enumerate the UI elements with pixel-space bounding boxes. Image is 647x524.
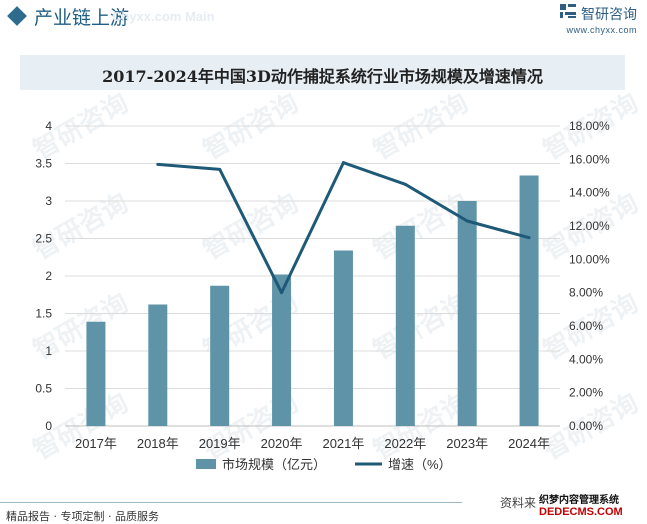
footer-tagline: 精品报告 · 专项定制 · 品质服务 — [6, 510, 159, 523]
background-watermark: 智研咨询 — [368, 287, 473, 365]
brand-name: 智研咨询 — [581, 6, 637, 23]
section-title: 产业链上游 — [34, 7, 130, 29]
bar — [272, 274, 292, 426]
bar — [210, 285, 230, 426]
y-left-tick-label: 3.5 — [35, 157, 52, 171]
growth-point — [218, 167, 222, 171]
corner-watermark — [537, 488, 647, 524]
y-right-tick-label: 18.00% — [569, 119, 610, 133]
growth-point — [280, 291, 284, 295]
x-tick-label: 2020年 — [261, 436, 303, 451]
bar — [519, 175, 539, 426]
corner-watermark-line2: DEDECMS.COM — [539, 506, 623, 518]
y-right-tick-label: 8.00% — [569, 286, 603, 300]
brand-logo-icon — [559, 3, 577, 24]
y-right-tick-label: 2.00% — [569, 386, 603, 400]
bar — [457, 201, 477, 426]
header-bar: 产业链上游 Chyxx.com Main 智研咨询 www.chyxx.com — [0, 0, 647, 36]
chart-title-band: 2017-2024年中国3D动作捕捉系统行业市场规模及增速情况 — [20, 55, 625, 90]
bar — [148, 304, 168, 426]
x-tick-label: 2018年 — [137, 436, 179, 451]
footer-source: 资料来 — [500, 496, 537, 510]
header-watermark: Chyxx.com Main — [112, 9, 215, 24]
growth-point — [465, 219, 469, 223]
x-tick-label: 2023年 — [446, 436, 488, 451]
y-right-tick-label: 12.00% — [569, 219, 610, 233]
y-right-tick-label: 4.00% — [569, 352, 603, 366]
background-watermark: 智研咨询 — [28, 287, 133, 365]
x-tick-label: 2024年 — [508, 436, 550, 451]
y-right-tick-label: 14.00% — [569, 186, 610, 200]
y-left-tick-label: 3 — [45, 194, 52, 208]
growth-point — [527, 236, 531, 240]
y-right-tick-label: 10.00% — [569, 252, 610, 266]
y-left-tick-label: 4 — [45, 119, 52, 133]
bar — [86, 321, 106, 426]
brand-url: www.chyxx.com — [566, 25, 637, 35]
x-tick-label: 2022年 — [384, 436, 426, 451]
footer-divider — [0, 502, 462, 503]
legend-bar-swatch — [196, 459, 216, 469]
background-watermark: 智研咨询 — [368, 187, 473, 265]
y-right-tick-label: 0.00% — [569, 419, 603, 433]
background-watermark: 智研咨询 — [28, 187, 133, 265]
y-left-tick-label: 1.5 — [35, 307, 52, 321]
bar — [395, 225, 415, 426]
brand: 智研咨询 www.chyxx.com — [559, 3, 637, 35]
x-tick-label: 2021年 — [322, 436, 364, 451]
x-tick-label: 2017年 — [75, 436, 117, 451]
legend-line-label: 增速（%） — [388, 457, 452, 472]
y-left-tick-label: 2.5 — [35, 232, 52, 246]
x-tick-label: 2019年 — [199, 436, 241, 451]
y-right-tick-label: 6.00% — [569, 319, 603, 333]
corner-watermark-line1: 织梦内容管理系统 — [539, 495, 619, 506]
y-left-tick-label: 1 — [45, 344, 52, 358]
y-left-tick-label: 0.5 — [35, 382, 52, 396]
background-watermark: 智研咨询 — [198, 187, 303, 265]
growth-point — [403, 182, 407, 186]
y-left-tick-label: 2 — [45, 269, 52, 283]
growth-point — [341, 161, 345, 165]
y-left-tick-label: 0 — [45, 419, 52, 433]
y-right-tick-label: 16.00% — [569, 152, 610, 166]
legend-bar-label: 市场规模（亿元） — [222, 457, 326, 472]
growth-point — [156, 162, 160, 166]
chart-title: 2017-2024年中国3D动作捕捉系统行业市场规模及增速情况 — [102, 67, 543, 86]
bar — [333, 250, 353, 426]
